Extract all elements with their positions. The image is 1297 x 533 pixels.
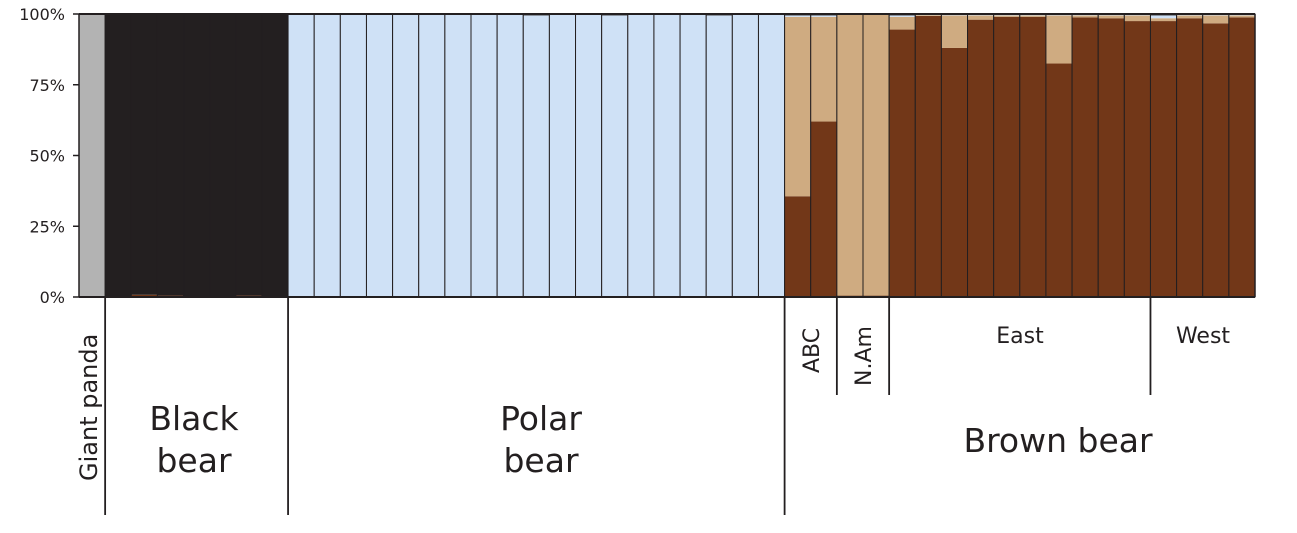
bar-segment-abc_clade-35: [967, 15, 994, 20]
bar-segment-abc_clade-45: [1228, 15, 1255, 18]
bar-segment-brown_bear-37: [1019, 16, 1046, 298]
bar-segment-brown_bear-3: [131, 294, 158, 297]
bar-segment-abc_clade-34: [941, 15, 968, 48]
bar-segment-abc_clade-42: [1150, 18, 1177, 22]
label-brown-bear: Brown bear: [963, 421, 1153, 460]
bar-segment-polar_bear-22: [627, 14, 654, 297]
y-axis: 0% 25% 50% 75% 100%: [19, 5, 1255, 307]
bar-segment-polar_bear-17: [497, 14, 524, 297]
bar-segment-black_bear-3: [131, 14, 158, 295]
label-giant-panda: Giant panda: [75, 334, 103, 481]
label-east: East: [996, 324, 1044, 349]
bar-segment-polar_bear-14: [418, 14, 445, 297]
bar-segment-abc_clade-40: [1098, 15, 1125, 19]
y-tick-label-100: 100%: [19, 5, 65, 24]
bar-segment-abc_clade-32: [889, 16, 916, 30]
bar-segment-abc_clade-44: [1202, 15, 1229, 24]
bar-segment-abc_clade-37: [1019, 15, 1046, 17]
bar-segment-polar_bear-26: [732, 14, 759, 297]
label-black-bear-line1: Black: [149, 399, 239, 438]
bar-segment-polar_bear-35: [967, 14, 994, 16]
bar-segment-brown_bear-35: [967, 19, 994, 297]
bar-segment-black_bear-2: [105, 14, 132, 297]
bar-segment-brown_bear-34: [941, 47, 968, 298]
bar-segment-polar_bear-11: [340, 14, 367, 297]
bar-segment-brown_bear-32: [889, 29, 916, 298]
bars-layer: [78, 13, 1256, 298]
bar-segment-abc_clade-28: [784, 16, 811, 197]
bar-segment-giant_panda-1: [79, 14, 106, 297]
y-tick-label-0: 0%: [40, 288, 65, 307]
label-polar-bear-line1: Polar: [500, 399, 582, 438]
bar-segment-black_bear-7: [235, 14, 262, 296]
y-tick-label-50: 50%: [29, 147, 65, 166]
label-west: West: [1176, 324, 1230, 349]
bar-segment-abc_clade-30: [836, 14, 863, 296]
bar-segment-polar_bear-21: [601, 15, 628, 297]
bar-segment-black_bear-4: [157, 14, 184, 296]
label-abc: ABC: [800, 328, 825, 373]
bar-segment-polar_bear-20: [575, 14, 602, 297]
bar-segment-abc_clade-36: [993, 15, 1020, 17]
bar-segment-polar_bear-40: [1098, 14, 1125, 16]
label-polar-bear-line2: bear: [503, 441, 578, 480]
bar-segment-brown_bear-43: [1176, 18, 1203, 297]
y-tick-label-25: 25%: [29, 217, 65, 236]
bar-segment-polar_bear-24: [680, 14, 707, 297]
bar-segment-brown_bear-41: [1124, 21, 1151, 297]
bar-segment-polar_bear-19: [549, 14, 576, 297]
group-labels: Giant panda Black bear Polar bear ABC N.…: [75, 324, 1230, 481]
bar-segment-polar_bear-39: [1072, 14, 1099, 16]
bar-segment-polar_bear-32: [889, 15, 916, 17]
bar-segment-abc_clade-31: [863, 14, 890, 296]
bar-segment-polar_bear-41: [1124, 14, 1151, 16]
bar-segment-polar_bear-27: [758, 14, 785, 297]
bar-segment-polar_bear-37: [1019, 14, 1046, 16]
bar-segment-polar_bear-42: [1150, 15, 1177, 19]
bar-segment-polar_bear-10: [314, 14, 341, 297]
bar-segment-brown_bear-45: [1228, 17, 1255, 298]
bar-segment-polar_bear-38: [1045, 14, 1073, 16]
bar-segment-polar_bear-9: [288, 14, 315, 297]
bar-segment-brown_bear-44: [1202, 23, 1229, 298]
bar-segment-polar_bear-23: [653, 14, 681, 297]
bar-segment-polar_bear-28: [784, 15, 811, 17]
bar-segment-brown_bear-40: [1098, 18, 1125, 297]
bar-segment-brown_bear-42: [1150, 21, 1177, 297]
bar-segment-abc_clade-43: [1176, 15, 1203, 19]
label-n-am: N.Am: [852, 326, 877, 386]
bar-segment-polar_bear-18: [523, 15, 550, 297]
bar-segment-abc_clade-38: [1045, 15, 1073, 64]
bar-segment-polar_bear-16: [471, 14, 498, 297]
label-black-bear-line2: bear: [156, 441, 231, 480]
bar-segment-abc_clade-39: [1072, 15, 1099, 18]
bar-segment-black_bear-5: [183, 14, 210, 297]
bar-segment-brown_bear-39: [1072, 17, 1099, 298]
bar-segment-polar_bear-29: [810, 15, 837, 17]
bar-segment-polar_bear-15: [444, 14, 471, 297]
bar-segment-abc_clade-33: [915, 15, 942, 16]
bar-segment-polar_bear-25: [706, 15, 733, 297]
bar-segment-polar_bear-12: [366, 14, 393, 297]
y-tick-label-75: 75%: [29, 76, 65, 95]
bar-segment-brown_bear-36: [993, 16, 1020, 298]
bar-segment-abc_clade-29: [810, 16, 837, 122]
bar-segment-polar_bear-34: [941, 14, 968, 16]
bar-segment-brown_bear-29: [810, 121, 837, 297]
bar-segment-abc_clade-41: [1124, 15, 1151, 22]
bar-segment-brown_bear-28: [784, 196, 811, 297]
bar-segment-black_bear-6: [209, 14, 236, 297]
bar-segment-polar_bear-36: [993, 14, 1020, 16]
dividers-layer: [104, 297, 1152, 515]
bar-segment-black_bear-8: [261, 14, 289, 297]
bar-segment-polar_bear-13: [392, 14, 419, 297]
bar-segment-brown_bear-33: [915, 15, 942, 297]
bar-segment-brown_bear-38: [1045, 63, 1073, 297]
